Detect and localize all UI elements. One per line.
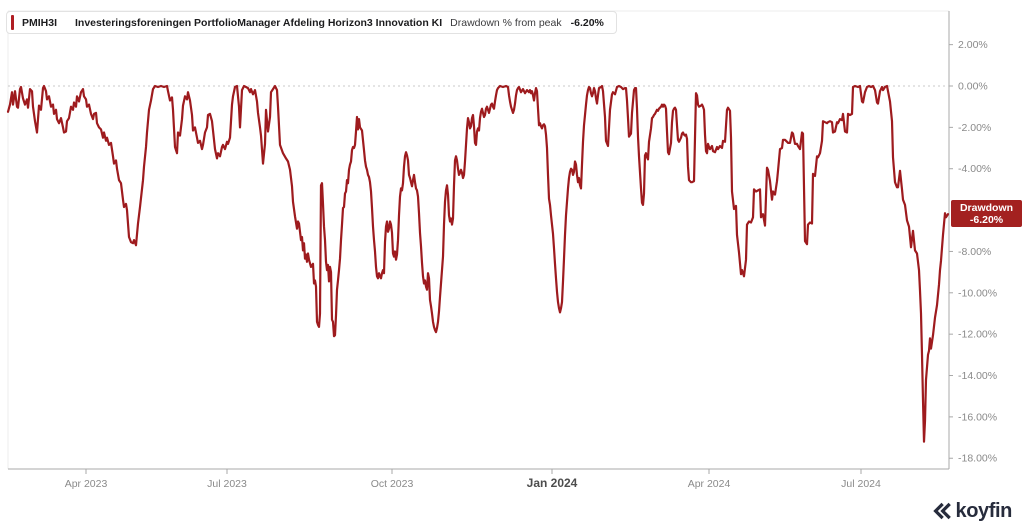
y-axis-tick-label: -8.00% [958,246,991,258]
y-axis-tick-label: -12.00% [958,329,997,341]
ticker-label: PMIH3I [22,16,58,29]
fund-name: Investeringsforeningen PortfolioManager … [75,16,443,29]
y-axis-tick-label: -14.00% [958,370,997,382]
chart-legend[interactable]: PMIH3I Investeringsforeningen PortfolioM… [6,11,617,34]
y-axis-tick-label: -18.00% [958,453,997,465]
koyfin-logo-text: koyfin [955,499,1013,522]
metric-label: Drawdown % from peak [450,16,562,29]
y-axis-tick-label: -10.00% [958,287,997,299]
y-axis-tick-label: -2.00% [958,122,991,134]
y-axis-tick-label: 0.00% [958,81,988,93]
koyfin-chevron-icon [932,501,951,521]
x-axis-tick-label: Oct 2023 [371,478,414,490]
badge-title: Drawdown [959,201,1014,214]
x-axis-tick-label: Apr 2024 [688,478,731,490]
metric-value: -6.20% [570,16,604,29]
koyfin-logo[interactable]: koyfin [932,498,1013,524]
last-value-badge: Drawdown -6.20% [951,200,1022,227]
series-color-bar [11,15,14,30]
x-axis-tick-label: Jul 2023 [207,478,247,490]
x-axis-tick-label: Apr 2023 [65,478,108,490]
drawdown-line[interactable] [6,84,950,443]
y-axis-tick-label: -16.00% [958,411,997,423]
x-axis-tick-label: Jan 2024 [527,476,578,490]
x-axis-tick-label: Jul 2024 [841,478,881,490]
y-axis-tick-label: 2.00% [958,39,988,51]
y-axis-tick-label: -4.00% [958,163,991,175]
badge-value: -6.20% [969,213,1004,226]
